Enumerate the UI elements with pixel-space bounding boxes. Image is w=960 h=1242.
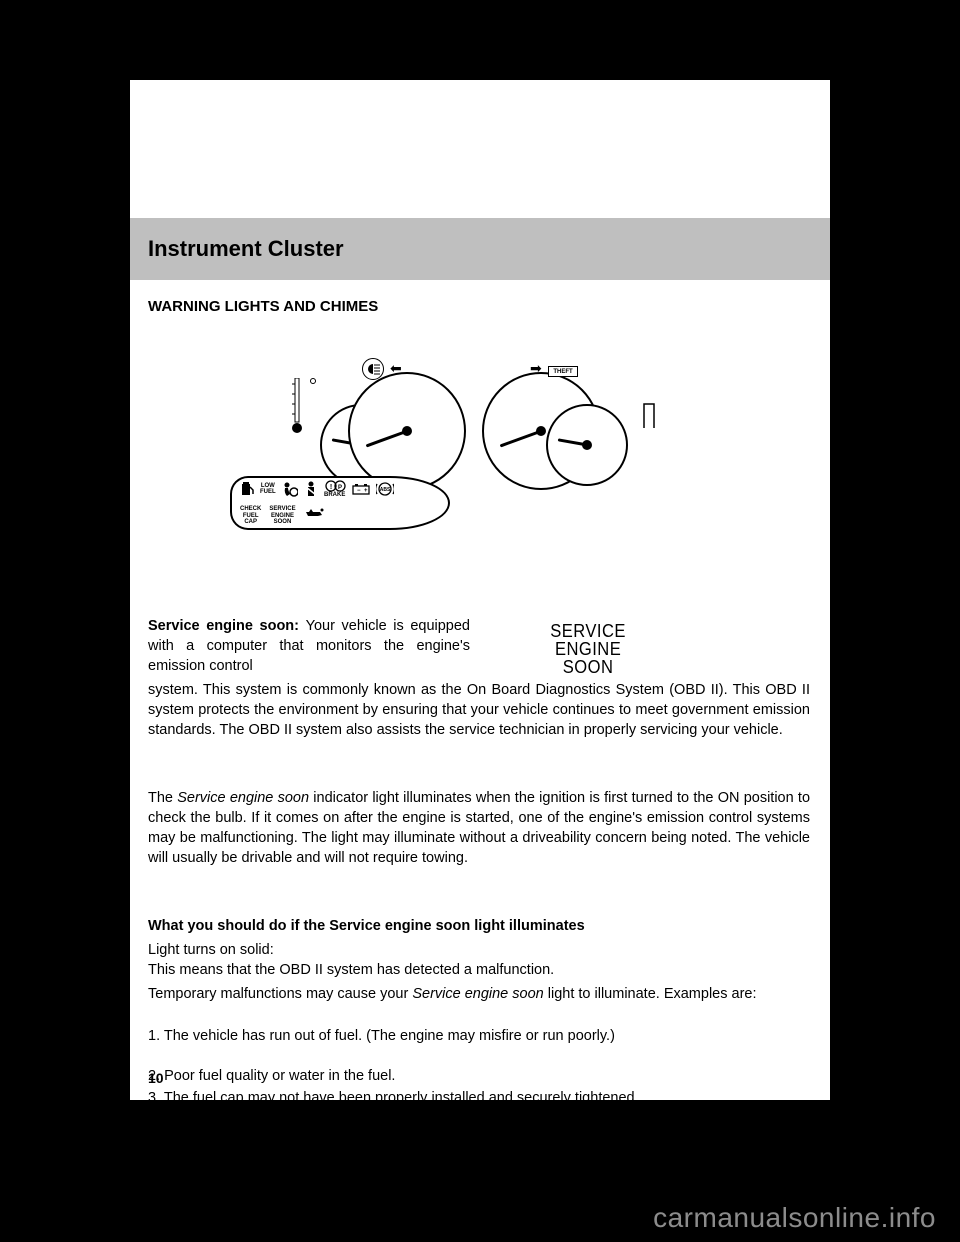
page-title: Instrument Cluster — [148, 236, 344, 262]
service-engine-soon-label: SERVICEENGINESOON — [269, 506, 295, 526]
theft-indicator: THEFT — [548, 366, 578, 377]
warning-light-pod: LOWFUEL !P BRAKE −+ ABS — [230, 476, 450, 530]
seatbelt-icon — [304, 481, 318, 497]
fuel-gauge — [546, 404, 628, 486]
service-engine-soon-text: SERVICE ENGINE SOON — [550, 622, 626, 676]
para-1-wide: system. This system is commonly known as… — [148, 680, 810, 740]
section-heading: WARNING LIGHTS AND CHIMES — [148, 298, 378, 315]
bullet-1: 1. The vehicle has run out of fuel. (The… — [148, 1026, 810, 1046]
low-fuel-icon — [240, 481, 254, 497]
right-turn-arrow-icon: ➡ — [530, 360, 542, 377]
watermark-text: carmanualsonline.info — [653, 1202, 936, 1234]
para-5: Temporary malfunctions may cause your Se… — [148, 984, 810, 1004]
header-bar: Instrument Cluster — [130, 218, 830, 280]
brake-warning-icon: !P BRAKE — [324, 480, 346, 499]
tachometer-gauge — [348, 372, 466, 490]
document-sheet: Instrument Cluster WARNING LIGHTS AND CH… — [130, 80, 830, 1100]
page-root: Instrument Cluster WARNING LIGHTS AND CH… — [0, 0, 960, 1242]
bullet-2: 2. Poor fuel quality or water in the fue… — [148, 1066, 810, 1086]
low-fuel-label: LOWFUEL — [260, 483, 276, 496]
left-turn-arrow-icon: ⬅ — [390, 360, 402, 377]
para-1-narrow: Service engine soon: Your vehicle is equ… — [148, 616, 470, 676]
para-3-heading: What you should do if the Service engine… — [148, 916, 810, 936]
oil-pressure-icon — [304, 506, 324, 518]
svg-text:+: + — [364, 488, 368, 494]
bullet-3: 3. The fuel cap may not have been proper… — [148, 1088, 810, 1108]
service-engine-soon-callout: SERVICE ENGINE SOON — [488, 620, 688, 678]
svg-text:P: P — [338, 485, 342, 491]
battery-icon: −+ — [352, 483, 370, 495]
abs-icon: ABS — [376, 481, 394, 497]
page-number: 10 — [148, 1070, 164, 1086]
svg-text:−: − — [357, 488, 361, 494]
airbag-icon — [282, 481, 298, 497]
svg-text:!: ! — [330, 484, 332, 491]
high-beam-icon — [362, 358, 384, 380]
para-4: Light turns on solid: This means that th… — [148, 940, 810, 980]
check-fuel-cap-label: CHECKFUELCAP — [240, 506, 261, 526]
para-2: The Service engine soon indicator light … — [148, 788, 810, 868]
dot-icon — [310, 378, 316, 384]
svg-text:ABS: ABS — [379, 487, 390, 493]
fuel-level-icon — [638, 400, 660, 428]
instrument-cluster-diagram: ⬅ ➡ THEFT LOWFUEL — [240, 338, 720, 528]
thermo-icon — [292, 378, 302, 434]
